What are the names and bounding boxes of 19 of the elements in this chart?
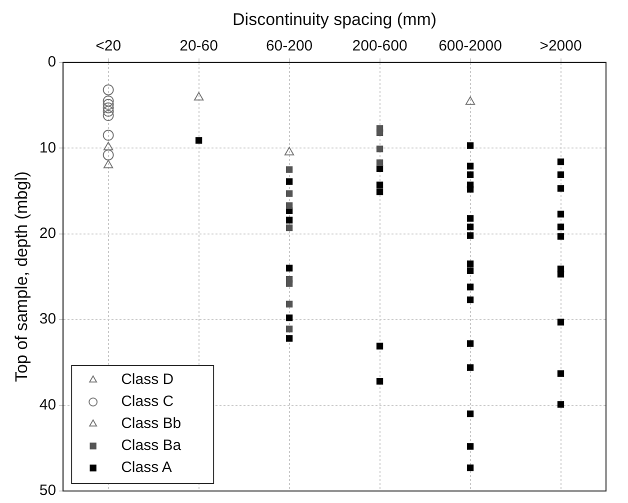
- x-tick-label: 600-2000: [438, 38, 502, 55]
- x-tick-label: >2000: [540, 38, 582, 55]
- y-tick-label: 30: [39, 310, 56, 328]
- y-tick-label: 40: [39, 396, 56, 414]
- y-tick-label: 50: [39, 482, 56, 500]
- x-axis-title: Discontinuity spacing (mm): [232, 10, 437, 29]
- x-tick-label: 60-200: [266, 38, 313, 55]
- legend-label: Class A: [121, 459, 172, 476]
- legend-label: Class Bb: [121, 415, 182, 432]
- y-tick-label: 20: [39, 224, 56, 242]
- x-tick-label: <20: [96, 38, 122, 55]
- y-tick-label: 0: [48, 54, 56, 71]
- legend-label: Class Ba: [121, 437, 182, 454]
- legend-label: Class D: [121, 371, 174, 388]
- x-tick-label: 200-600: [352, 38, 408, 55]
- y-tick-label: 10: [39, 139, 56, 156]
- y-axis-title: Top of sample, depth (mbgl): [12, 171, 31, 382]
- x-tick-label: 20-60: [180, 38, 218, 55]
- legend-label: Class C: [121, 393, 174, 410]
